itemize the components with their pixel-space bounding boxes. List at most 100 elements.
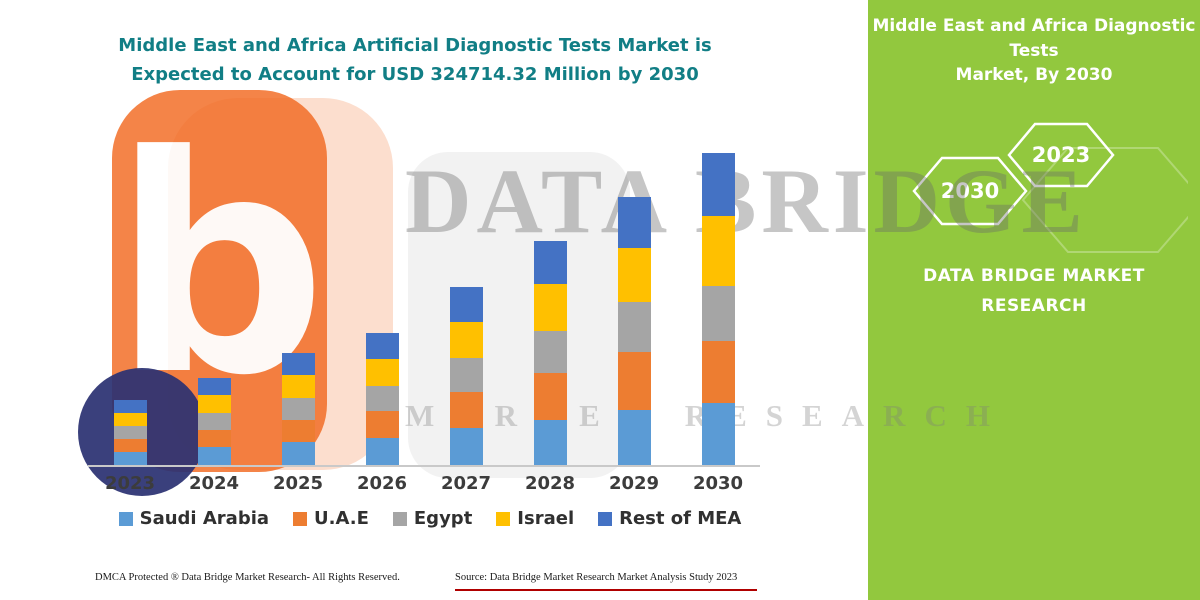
bar-segment-rest-of-mea	[449, 287, 483, 322]
bar-segment-rest-of-mea	[113, 400, 147, 413]
legend-label: Rest of MEA	[619, 508, 742, 529]
x-label-slot: 2026	[340, 473, 424, 494]
stacked-bar-2028	[533, 241, 567, 465]
bar-segment-u-a-e	[281, 420, 315, 442]
stacked-bar-2026	[365, 333, 399, 465]
brand-line2: RESEARCH	[981, 295, 1087, 316]
bar-segment-u-a-e	[113, 439, 147, 452]
x-axis-label: 2028	[524, 473, 576, 494]
footer-red-underline	[455, 589, 757, 591]
chart-title: Middle East and Africa Artificial Diagno…	[55, 32, 775, 90]
bar-segment-israel	[617, 248, 651, 302]
side-panel-title: Middle East and Africa Diagnostic Tests …	[868, 14, 1200, 88]
stacked-bar-2025	[281, 353, 315, 465]
stacked-bar-2023	[113, 400, 147, 465]
hexagon-faint-outline	[1021, 147, 1188, 253]
bar-segment-u-a-e	[617, 352, 651, 410]
legend-item-egypt: Egypt	[392, 508, 473, 529]
x-axis-label: 2029	[608, 473, 660, 494]
legend-item-u-a-e: U.A.E	[293, 508, 369, 529]
bar-segment-rest-of-mea	[533, 241, 567, 284]
bar-segment-israel	[365, 359, 399, 386]
x-label-slot: 2027	[424, 473, 508, 494]
legend-item-saudi-arabia: Saudi Arabia	[118, 508, 270, 529]
bar-segment-saudi-arabia	[113, 452, 147, 465]
side-panel-title-line2: Market, By 2030	[955, 65, 1113, 86]
bar-segment-egypt	[281, 398, 315, 420]
bar-segment-israel	[281, 375, 315, 398]
hexagon-2023-label: 2023	[1032, 143, 1090, 167]
bar-slot	[424, 132, 508, 465]
bar-segment-egypt	[617, 302, 651, 352]
bar-segment-saudi-arabia	[449, 428, 483, 465]
bar-segment-egypt	[449, 358, 483, 392]
x-label-slot: 2025	[256, 473, 340, 494]
bar-segment-u-a-e	[449, 392, 483, 428]
legend-swatch	[392, 511, 407, 526]
bar-slot	[508, 132, 592, 465]
plot-area	[88, 132, 760, 467]
bar-segment-egypt	[701, 286, 735, 341]
bar-slot	[676, 132, 760, 465]
side-panel: Middle East and Africa Diagnostic Tests …	[868, 0, 1200, 600]
brand-line1: DATA BRIDGE MARKET	[923, 266, 1145, 286]
bar-segment-rest-of-mea	[617, 197, 651, 248]
legend-label: Saudi Arabia	[139, 508, 270, 529]
bar-segment-u-a-e	[701, 341, 735, 403]
x-label-slot: 2024	[172, 473, 256, 494]
bar-segment-u-a-e	[197, 430, 231, 447]
legend-item-israel: Israel	[496, 508, 574, 529]
x-label-slot: 2028	[508, 473, 592, 494]
legend-swatch	[293, 511, 308, 526]
bar-segment-saudi-arabia	[365, 438, 399, 465]
bar-segment-egypt	[365, 386, 399, 411]
bar-segment-israel	[449, 322, 483, 358]
bar-segment-rest-of-mea	[365, 333, 399, 359]
x-label-slot: 2023	[88, 473, 172, 494]
bar-segment-israel	[113, 413, 147, 426]
stacked-bar-2024	[197, 378, 231, 465]
bar-slot	[172, 132, 256, 465]
bar-segment-rest-of-mea	[281, 353, 315, 375]
x-axis-label: 2024	[188, 473, 240, 494]
bar-slot	[340, 132, 424, 465]
bar-segment-rest-of-mea	[701, 153, 735, 216]
bar-segment-u-a-e	[533, 373, 567, 420]
stacked-bar-2027	[449, 287, 483, 465]
bar-segment-israel	[533, 284, 567, 331]
chart-title-line1: Middle East and Africa Artificial Diagno…	[118, 35, 712, 56]
legend-label: U.A.E	[314, 508, 369, 529]
stacked-bar-2029	[617, 197, 651, 465]
bar-segment-saudi-arabia	[701, 403, 735, 465]
hexagon-2030	[912, 156, 1028, 226]
legend-swatch	[118, 511, 133, 526]
bar-segment-israel	[197, 395, 231, 413]
x-axis-label: 2023	[104, 473, 156, 494]
chart-title-line2: Expected to Account for USD 324714.32 Mi…	[131, 63, 699, 85]
bar-segment-saudi-arabia	[197, 447, 231, 465]
bar-segment-rest-of-mea	[197, 378, 231, 395]
side-panel-title-line1: Middle East and Africa Diagnostic Tests	[872, 16, 1196, 61]
legend-label: Egypt	[413, 508, 473, 529]
legend-item-rest-of-mea: Rest of MEA	[598, 508, 741, 529]
hexagon-graphic: 2030 2023	[912, 122, 1188, 253]
bar-segment-saudi-arabia	[617, 410, 651, 465]
legend-swatch	[496, 511, 511, 526]
bar-segment-saudi-arabia	[281, 442, 315, 465]
footer-dmca: DMCA Protected ® Data Bridge Market Rese…	[95, 572, 400, 583]
legend: Saudi Arabia U.A.E Egypt Israel Rest of MEA	[60, 508, 800, 529]
x-axis-label: 2025	[272, 473, 324, 494]
x-label-slot: 2029	[592, 473, 676, 494]
legend-label: Israel	[517, 508, 575, 529]
bar-segment-saudi-arabia	[533, 420, 567, 465]
x-axis-labels: 2023 2024 2025 2026 2027 2028 2029 2030	[88, 473, 760, 494]
legend-swatch	[598, 511, 613, 526]
x-axis-label: 2026	[356, 473, 408, 494]
bar-slot	[256, 132, 340, 465]
x-axis-label: 2027	[440, 473, 492, 494]
x-axis-label: 2030	[692, 473, 744, 494]
bar-segment-egypt	[533, 331, 567, 373]
hexagon-2030-label: 2030	[941, 179, 999, 203]
bar-segment-egypt	[197, 413, 231, 430]
